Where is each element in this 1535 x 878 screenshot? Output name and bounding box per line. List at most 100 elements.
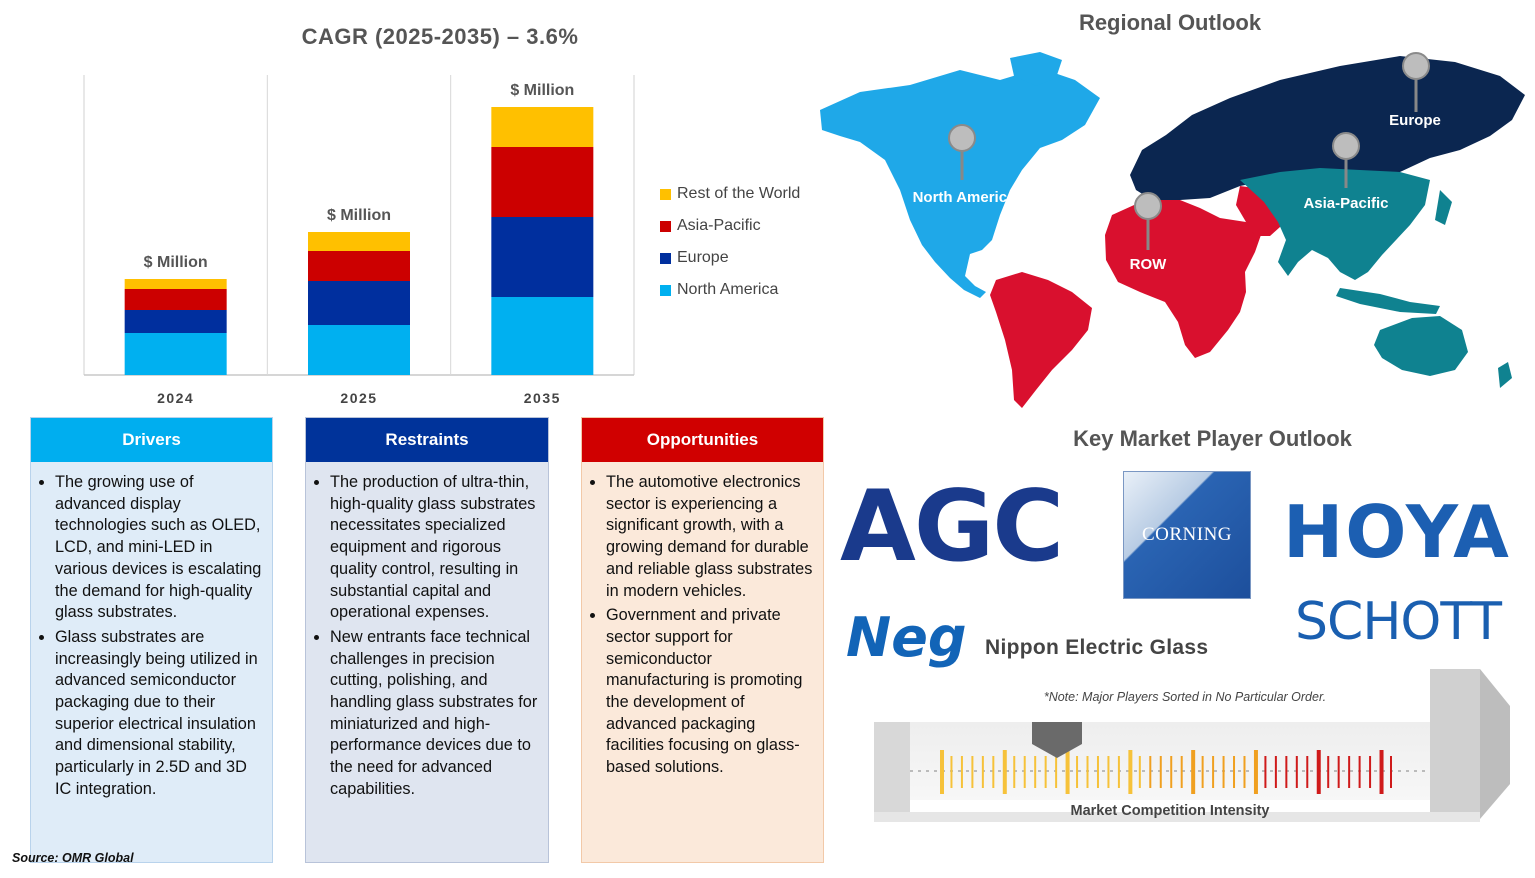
restraints-body: The production of ultra-thin, high-quali… <box>306 462 548 801</box>
bar-segment-asia-pacific <box>124 289 227 310</box>
map-region-africa <box>1105 200 1262 358</box>
bar-value-label: $ Million <box>327 207 391 224</box>
meter-tick <box>1379 750 1384 794</box>
meter-ticks <box>940 750 1392 794</box>
drivers-title: Drivers <box>31 418 272 462</box>
meter-tick <box>1002 750 1007 794</box>
legend-item-asia-pacific: Asia-Pacific <box>660 210 800 242</box>
source-note: Source: OMR Global <box>12 851 134 865</box>
meter-tick <box>1306 756 1309 788</box>
bar-segment-north-america <box>491 297 594 375</box>
drivers-body: The growing use of advanced display tech… <box>31 462 272 801</box>
meter-tick <box>960 756 963 788</box>
meter-tick <box>1316 750 1321 794</box>
map-region-greenland <box>1010 52 1062 86</box>
neg-logo: Neg <box>846 606 967 669</box>
map-pin-row <box>1134 192 1162 250</box>
meter-tick <box>1212 756 1215 788</box>
legend-swatch <box>660 284 671 296</box>
map-region-asia <box>1240 168 1430 280</box>
x-tick-label: 2024 <box>157 390 194 406</box>
legend-swatch <box>660 188 671 200</box>
legend-swatch <box>660 252 671 264</box>
stacked-bar-chart: $ Million 2024 $ Million 2025 $ Million 2035 <box>83 75 635 406</box>
meter-tick <box>1243 756 1246 788</box>
opportunities-title: Opportunities <box>582 418 823 462</box>
key-players-title: Key Market Player Outlook <box>1073 426 1352 451</box>
meter-tick <box>1138 756 1141 788</box>
meter-tick <box>940 750 944 794</box>
list-item: New entrants face technical challenges i… <box>330 627 538 801</box>
meter-tick <box>1390 756 1392 788</box>
meter-tick <box>1222 756 1225 788</box>
meter-tick <box>1170 756 1173 788</box>
meter-base <box>874 812 1480 822</box>
meter-tick <box>1337 756 1340 788</box>
list-item: Glass substrates are increasingly being … <box>55 627 262 801</box>
map-label-north-america: North America <box>913 189 1016 206</box>
meter-tick <box>1201 756 1204 788</box>
meter-tick <box>950 756 953 788</box>
legend-item-rest-of-world: Rest of the World <box>660 178 800 210</box>
map-region-indonesia <box>1336 288 1440 314</box>
meter-tick <box>1180 756 1183 788</box>
world-map: North America Europe Asia-Pacific ROW <box>820 52 1525 408</box>
bar-segment-europe <box>124 310 227 333</box>
meter-tick <box>1191 750 1196 794</box>
meter-tick <box>1044 756 1047 788</box>
meter-tick <box>1076 756 1079 788</box>
map-pin-asia-pacific <box>1332 132 1360 188</box>
bar-segment-rest-of-the-world <box>491 107 594 147</box>
meter-right-post <box>1430 669 1480 819</box>
chart-title: CAGR (2025-2035) – 3.6% <box>301 24 579 49</box>
meter-left-post <box>874 722 910 822</box>
x-tick-label: 2035 <box>524 390 561 406</box>
legend-swatch <box>660 220 671 232</box>
legend-label: Europe <box>677 249 729 266</box>
map-title: Regional Outlook <box>1078 10 1262 35</box>
competition-intensity-label: Market Competition Intensity <box>1070 803 1270 819</box>
map-region-australia <box>1374 316 1468 376</box>
legend-label: North America <box>677 281 779 298</box>
bar-segment-north-america <box>124 333 227 375</box>
meter-tick <box>992 756 995 788</box>
map-label-asia-pacific: Asia-Pacific <box>1303 195 1388 212</box>
meter-tick <box>1159 756 1162 788</box>
meter-tick <box>1327 756 1330 788</box>
opportunities-panel: Opportunities The automotive electronics… <box>581 417 824 863</box>
map-region-europe <box>1130 56 1525 200</box>
map-region-south-america <box>990 272 1092 408</box>
legend-label: Rest of the World <box>677 185 801 202</box>
list-item: Government and private sector support fo… <box>606 605 813 779</box>
map-pin-europe <box>1402 52 1430 112</box>
meter-tick <box>981 756 984 788</box>
bar-segment-asia-pacific <box>308 251 410 281</box>
meter-tick <box>1253 750 1258 794</box>
meter-tick <box>1369 756 1372 788</box>
legend-item-north-america: North America <box>660 274 800 306</box>
restraints-title: Restraints <box>306 418 548 462</box>
opportunities-body: The automotive electronics sector is exp… <box>582 462 823 779</box>
meter-tick <box>1117 756 1120 788</box>
restraints-list: The production of ultra-thin, high-quali… <box>316 472 538 801</box>
x-tick-label: 2025 <box>340 390 377 406</box>
map-pin-north-america <box>948 124 976 180</box>
corning-logo-text: CORNING <box>1141 524 1233 545</box>
nippon-electric-glass-logo-text: Nippon Electric Glass <box>985 636 1209 659</box>
bar-segment-rest-of-the-world <box>308 232 410 251</box>
drivers-list: The growing use of advanced display tech… <box>41 472 262 801</box>
chart-legend: Rest of the World Asia-Pacific Europe No… <box>660 178 800 306</box>
meter-tick <box>1086 756 1089 788</box>
bar-segment-europe <box>491 217 594 297</box>
bar-segment-rest-of-the-world <box>124 279 227 289</box>
meter-tick <box>1096 756 1099 788</box>
meter-pointer-icon <box>1032 722 1082 758</box>
meter-tick <box>1274 756 1277 788</box>
meter-tick <box>1128 750 1133 794</box>
map-region-new-zealand <box>1498 362 1512 388</box>
hoya-logo: HOYA <box>1283 490 1511 574</box>
legend-item-europe: Europe <box>660 242 800 274</box>
meter-tick <box>1264 756 1267 788</box>
bar-segment-europe <box>308 281 410 325</box>
meter-tick <box>1013 756 1016 788</box>
